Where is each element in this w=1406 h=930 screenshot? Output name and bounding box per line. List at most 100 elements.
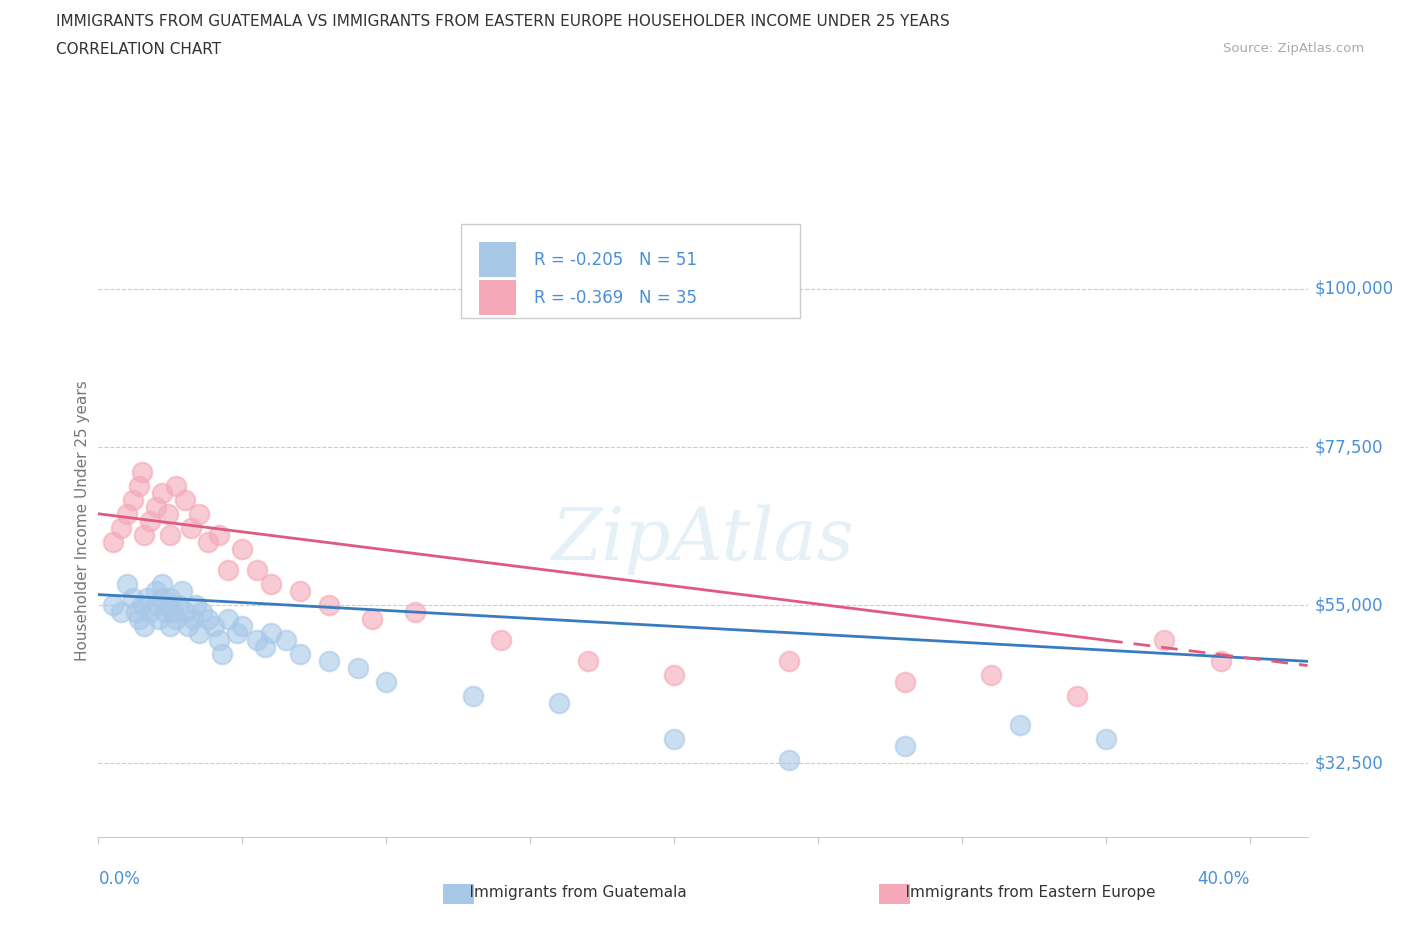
Point [893,738,915,753]
Point [664,668,686,683]
Point [1008,717,1031,732]
Point [131,464,153,479]
Text: R = -0.205   N = 51: R = -0.205 N = 51 [534,250,697,269]
Point [167,598,190,613]
Point [156,598,179,613]
Point [246,563,269,578]
Point [1153,632,1175,647]
Point [153,604,176,619]
Point [115,577,138,591]
Point [260,577,283,591]
Point [461,689,484,704]
Point [150,591,173,605]
Point [110,521,132,536]
Point [131,598,153,613]
Point [139,513,162,528]
Point [150,485,173,500]
Text: CORRELATION CHART: CORRELATION CHART [56,42,221,57]
Text: $100,000: $100,000 [1315,280,1393,298]
Point [318,654,340,669]
Point [159,527,181,542]
Point [176,618,198,633]
Point [122,492,145,507]
Point [145,598,167,613]
Point [375,675,398,690]
Point [162,604,184,619]
Point [202,618,225,633]
Point [165,612,187,627]
Point [101,535,124,550]
Point [165,478,187,493]
Point [217,563,239,578]
Text: $32,500: $32,500 [1315,754,1384,772]
Point [318,598,340,613]
Text: Immigrants from Eastern Europe: Immigrants from Eastern Europe [886,885,1156,900]
Point [145,584,167,599]
Point [778,654,800,669]
Point [115,506,138,521]
Text: $55,000: $55,000 [1315,596,1384,614]
Point [288,584,311,599]
Point [778,752,800,767]
Point [122,591,145,605]
Point [101,598,124,613]
FancyBboxPatch shape [461,223,800,318]
Point [139,604,162,619]
Point [170,584,193,599]
Point [1095,731,1118,746]
Point [893,675,915,690]
Point [231,541,253,556]
Point [231,618,253,633]
Point [188,506,211,521]
Point [150,577,173,591]
Point [346,661,368,676]
Point [576,654,599,669]
Point [186,598,208,613]
Point [180,521,202,536]
Point [208,632,231,647]
Bar [479,242,516,277]
Point [211,647,233,662]
Point [288,647,311,662]
Point [148,612,170,627]
Point [191,604,214,619]
Point [225,626,247,641]
Point [128,478,150,493]
Point [183,612,205,627]
Point [159,618,181,633]
Point [136,591,159,605]
Text: 0.0%: 0.0% [98,870,141,887]
Point [125,604,148,619]
Bar [479,280,516,315]
Point [145,499,167,514]
Point [246,632,269,647]
Point [254,640,277,655]
Text: ZipAtlas: ZipAtlas [551,504,855,575]
Text: $77,500: $77,500 [1315,438,1384,456]
Text: Immigrants from Guatemala: Immigrants from Guatemala [450,885,686,900]
Point [188,626,211,641]
Point [134,618,156,633]
Point [491,632,513,647]
Point [128,612,150,627]
Point [1066,689,1088,704]
Point [197,535,219,550]
Point [159,591,181,605]
Text: Source: ZipAtlas.com: Source: ZipAtlas.com [1223,42,1364,55]
Point [361,612,384,627]
Text: IMMIGRANTS FROM GUATEMALA VS IMMIGRANTS FROM EASTERN EUROPE HOUSEHOLDER INCOME U: IMMIGRANTS FROM GUATEMALA VS IMMIGRANTS … [56,14,950,29]
Point [197,612,219,627]
Point [156,506,179,521]
Point [173,492,195,507]
Point [404,604,426,619]
Point [274,632,297,647]
Text: 40.0%: 40.0% [1198,870,1250,887]
Point [217,612,239,627]
Point [173,604,195,619]
Point [980,668,1002,683]
Point [664,731,686,746]
Point [110,604,132,619]
Point [260,626,283,641]
Text: R = -0.369   N = 35: R = -0.369 N = 35 [534,288,697,307]
Point [208,527,231,542]
